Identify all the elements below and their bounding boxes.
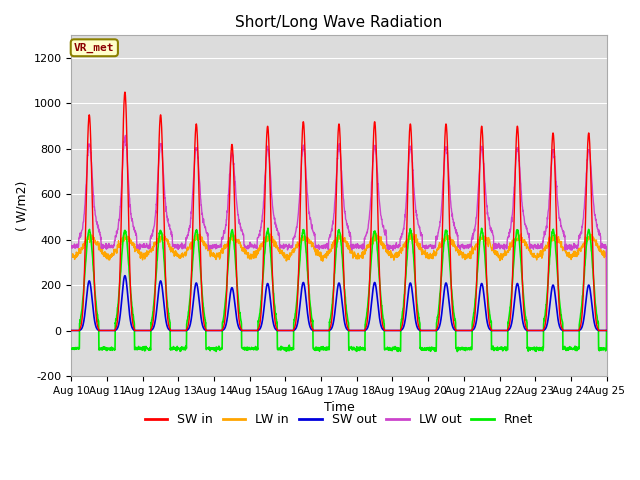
X-axis label: Time: Time (324, 401, 355, 414)
Legend: SW in, LW in, SW out, LW out, Rnet: SW in, LW in, SW out, LW out, Rnet (140, 408, 538, 431)
Title: Short/Long Wave Radiation: Short/Long Wave Radiation (236, 15, 443, 30)
Text: VR_met: VR_met (74, 43, 115, 53)
Y-axis label: ( W/m2): ( W/m2) (15, 180, 28, 231)
